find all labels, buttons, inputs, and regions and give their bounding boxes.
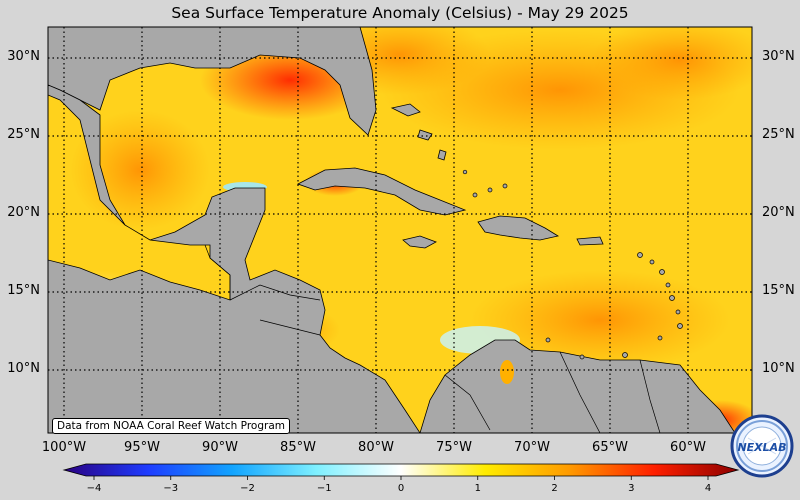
longitude-label: 65°W <box>592 440 628 455</box>
colorbar-tick-label: 1 <box>474 483 481 494</box>
longitude-label: 75°W <box>436 440 472 455</box>
longitude-label: 90°W <box>202 440 238 455</box>
longitude-label: 100°W <box>41 440 87 455</box>
map-title: Sea Surface Temperature Anomaly (Celsius… <box>171 4 629 22</box>
colorbar-tick-label: 2 <box>551 483 558 494</box>
latitude-label: 10°N <box>7 361 40 376</box>
cuba-island <box>296 167 467 216</box>
latitude-label: 20°N <box>7 205 40 220</box>
bahamas-island <box>417 129 433 141</box>
land <box>48 27 736 433</box>
colorbar-tick-label: −1 <box>316 483 332 494</box>
nexlab-logo-icon: NEXLAB <box>730 414 794 478</box>
longitude-label: 85°W <box>280 440 316 455</box>
latitude-label: 10°N <box>762 361 795 376</box>
colorbar <box>62 463 740 480</box>
graticule <box>48 27 752 433</box>
latitude-label: 20°N <box>762 205 795 220</box>
caribbean-warm-anomaly <box>470 270 730 370</box>
colorbar-tick-label: −2 <box>240 483 255 494</box>
colorbar-scale <box>62 463 740 477</box>
bahamas-island <box>437 149 447 161</box>
map-frame <box>47 26 753 434</box>
mexico-central-america-landmass <box>48 84 421 433</box>
bahamas-island <box>390 103 421 117</box>
colorbar-tick-label: 4 <box>704 483 712 494</box>
longitude-label: 95°W <box>124 440 160 455</box>
latitude-label: 25°N <box>762 127 795 142</box>
lake-maracaibo <box>500 360 514 384</box>
logo-text: NEXLAB <box>737 441 786 454</box>
latitude-label: 25°N <box>7 127 40 142</box>
puerto-rico-island <box>576 236 604 246</box>
colorbar-tick-label: −3 <box>163 483 179 494</box>
latitude-label: 30°N <box>762 49 795 64</box>
colorbar-tick-label: −4 <box>86 483 102 494</box>
colorbar-tick-label: 3 <box>628 483 635 494</box>
lesser-antilles <box>462 169 683 360</box>
latitude-label: 30°N <box>7 49 40 64</box>
hispaniola-island <box>477 215 560 241</box>
us-landmass <box>48 27 377 136</box>
longitude-label: 70°W <box>514 440 550 455</box>
colorbar-tick-label: 0 <box>397 483 405 494</box>
latitude-label: 15°N <box>7 283 40 298</box>
country-borders <box>204 244 661 433</box>
sst-field <box>48 27 752 433</box>
atlantic-warm-anomaly <box>590 27 752 100</box>
data-credit-label: Data from NOAA Coral Reef Watch Program <box>52 418 290 434</box>
longitude-label: 60°W <box>670 440 706 455</box>
longitude-label: 80°W <box>358 440 394 455</box>
latitude-label: 15°N <box>762 283 795 298</box>
jamaica-island <box>402 235 437 249</box>
